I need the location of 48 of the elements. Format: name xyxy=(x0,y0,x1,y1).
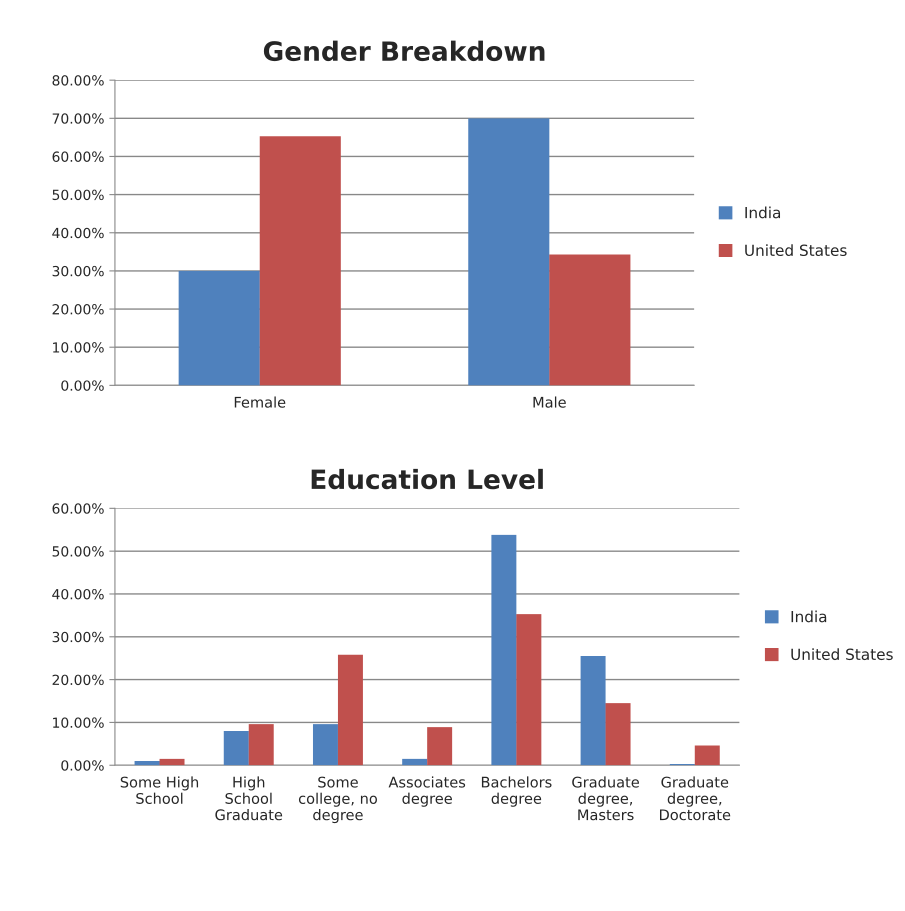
y-tick-label: 20.00% xyxy=(52,674,104,686)
y-tick-label: 60.00% xyxy=(52,151,104,162)
bar xyxy=(516,614,542,766)
y-tick-label: 60.00% xyxy=(52,503,104,514)
legend-label: United States xyxy=(745,244,847,256)
x-tick-label: Graduate degree, Doctorate xyxy=(660,776,730,820)
legend-label: United States xyxy=(791,648,893,660)
bar xyxy=(427,727,452,766)
bar xyxy=(338,654,363,766)
x-tick-label: Associates degree xyxy=(388,776,466,807)
bar xyxy=(402,758,428,766)
x-tick-label: High School Graduate xyxy=(215,776,282,820)
bar xyxy=(160,758,185,766)
y-tick-label: 40.00% xyxy=(52,588,104,600)
bar xyxy=(468,118,550,386)
x-tick-label: Graduate degree, Masters xyxy=(572,776,639,820)
bar xyxy=(491,534,516,766)
x-tick-label: Female xyxy=(234,396,286,408)
y-tick-label: 30.00% xyxy=(52,632,104,642)
bar xyxy=(178,270,260,386)
bar xyxy=(606,703,631,766)
chart-title: Education Level xyxy=(312,468,543,490)
bar xyxy=(134,760,160,766)
bar xyxy=(694,746,720,766)
bar xyxy=(224,730,249,766)
bar xyxy=(549,254,630,386)
x-tick-label: Male xyxy=(533,396,566,408)
bar xyxy=(312,724,338,766)
x-tick-label: Some High School xyxy=(120,776,198,804)
y-tick-label: 10.00% xyxy=(53,342,104,353)
bar xyxy=(580,656,606,766)
bar xyxy=(260,136,341,386)
y-tick-label: 30.00% xyxy=(52,266,104,276)
legend-label: India xyxy=(792,610,826,622)
y-tick-label: 0.00% xyxy=(61,760,104,771)
y-tick-label: 0.00% xyxy=(61,380,104,391)
y-tick-label: 80.00% xyxy=(52,75,104,86)
y-tick-label: 10.00% xyxy=(53,717,104,728)
y-tick-label: 50.00% xyxy=(52,546,104,557)
x-tick-label: Bachelors degree xyxy=(482,776,552,807)
legend-label: India xyxy=(745,206,780,218)
y-tick-label: 40.00% xyxy=(52,228,104,238)
chart-title: Gender Breakdown xyxy=(264,40,544,62)
y-tick-label: 50.00% xyxy=(52,190,104,200)
x-tick-label: Some college, no degree xyxy=(298,776,377,824)
y-tick-label: 70.00% xyxy=(52,113,104,124)
bar xyxy=(248,724,274,766)
y-tick-label: 20.00% xyxy=(52,304,104,315)
